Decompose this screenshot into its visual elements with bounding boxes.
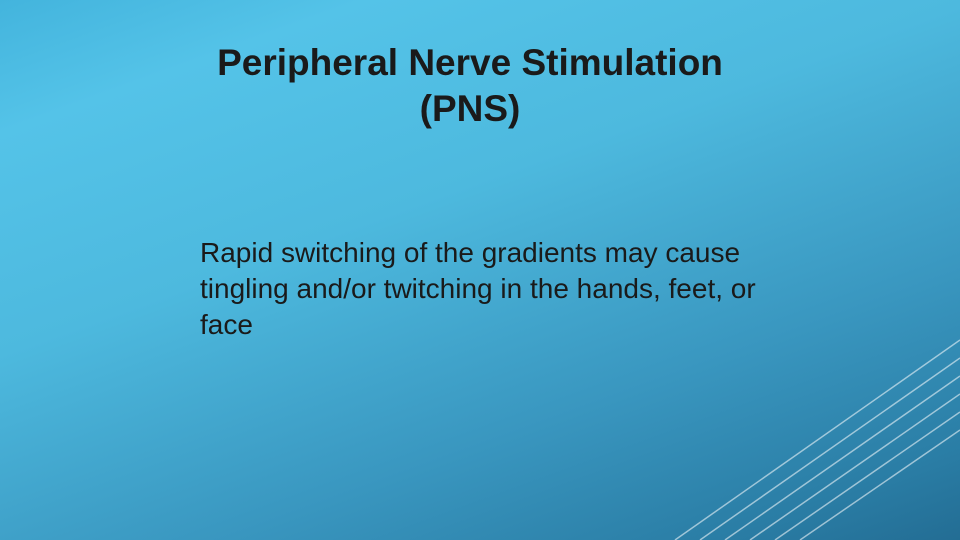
slide-title: Peripheral Nerve Stimulation (PNS)	[190, 40, 750, 133]
corner-lines-decoration	[620, 320, 960, 540]
slide: Peripheral Nerve Stimulation (PNS) Rapid…	[0, 0, 960, 540]
slide-body-text: Rapid switching of the gradients may cau…	[200, 235, 760, 342]
